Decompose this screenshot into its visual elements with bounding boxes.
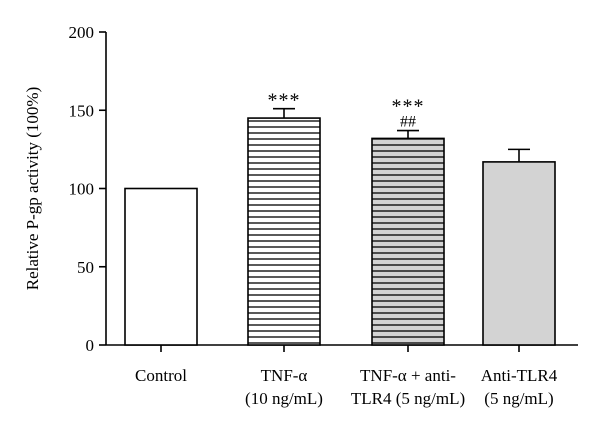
x-category-label: (10 ng/mL) xyxy=(245,389,323,408)
x-category-label: Anti-TLR4 xyxy=(481,366,558,385)
significance-marker: *** xyxy=(268,90,301,112)
y-tick-label: 50 xyxy=(77,258,94,277)
bar xyxy=(482,161,556,346)
bar xyxy=(371,137,445,346)
y-tick-label: 150 xyxy=(69,101,95,120)
y-axis-title: Relative P-gp activity (100%) xyxy=(23,87,42,290)
bar xyxy=(247,117,321,346)
x-category-label: TNF-α xyxy=(261,366,308,385)
significance-marker: ## xyxy=(400,114,416,131)
y-tick-label: 200 xyxy=(69,23,95,42)
x-category-label: TNF-α + anti- xyxy=(360,366,456,385)
x-category-label: Control xyxy=(135,366,187,385)
x-category-label: (5 ng/mL) xyxy=(484,389,553,408)
y-tick-label: 0 xyxy=(86,336,95,355)
x-category-label: TLR4 (5 ng/mL) xyxy=(351,389,465,408)
significance-marker: *** xyxy=(392,96,425,118)
bar xyxy=(124,187,198,346)
y-tick-label: 100 xyxy=(69,180,95,199)
